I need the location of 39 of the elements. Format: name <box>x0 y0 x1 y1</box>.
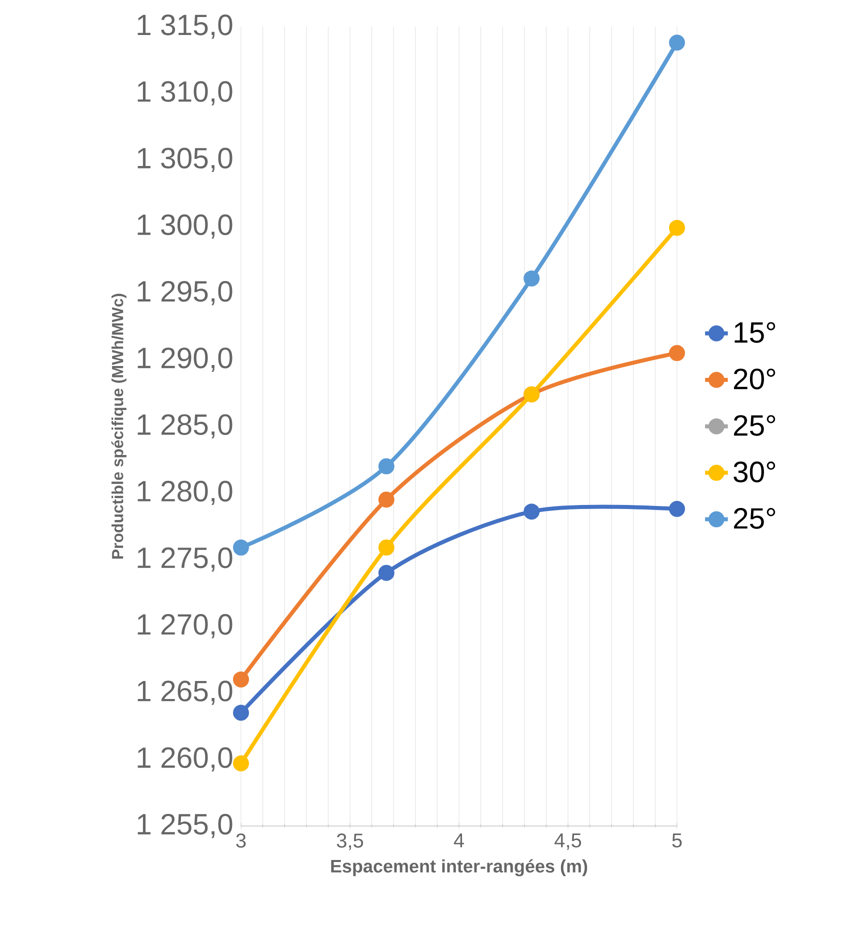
y-tick-label: 1 255,0 <box>138 814 232 838</box>
y-tick-label: 1 315,0 <box>138 14 232 39</box>
legend-label: 30° <box>734 462 776 482</box>
y-tick-label: 1 285,0 <box>138 414 232 438</box>
y-tick-label: 1 295,0 <box>138 280 232 306</box>
point <box>233 755 250 772</box>
point <box>524 504 540 520</box>
point <box>669 345 686 362</box>
x-axis-title: Espacement inter-rangées (m) <box>331 859 588 876</box>
x-tick-label: 4 <box>454 834 464 848</box>
legend-label: 25° <box>734 415 776 436</box>
point <box>233 704 250 721</box>
y-tick-label: 1 305,0 <box>138 148 232 172</box>
point <box>524 270 540 286</box>
y-tick-label: 1 300,0 <box>138 214 232 239</box>
point <box>378 564 395 581</box>
x-tick-label: 4,5 <box>554 834 582 850</box>
legend-label: 25° <box>734 508 776 529</box>
x-tick-label: 3 <box>236 834 246 848</box>
y-tick-label: 1 310,0 <box>138 81 232 106</box>
point <box>669 500 686 517</box>
y-axis-title: Productible spécifique (MWh/MWc) <box>112 294 127 559</box>
y-tick-label: 1 290,0 <box>138 348 232 372</box>
x-tick-label: 3,5 <box>337 834 364 850</box>
y-tick-label: 1 270,0 <box>138 614 232 638</box>
y-tick-label: 1 275,0 <box>138 547 232 572</box>
y-tick-label: 1 260,0 <box>138 747 232 772</box>
legend-label: 15° <box>734 322 776 343</box>
point <box>378 458 395 474</box>
point <box>233 540 250 556</box>
point <box>669 34 686 51</box>
point <box>233 671 250 688</box>
point <box>669 220 686 236</box>
y-tick-label: 1 265,0 <box>138 680 232 705</box>
y-tick-label: 1 280,0 <box>138 480 232 506</box>
point <box>378 492 395 508</box>
point <box>378 540 395 556</box>
x-tick-label: 5 <box>672 834 682 848</box>
legend-label: 20° <box>734 368 776 390</box>
